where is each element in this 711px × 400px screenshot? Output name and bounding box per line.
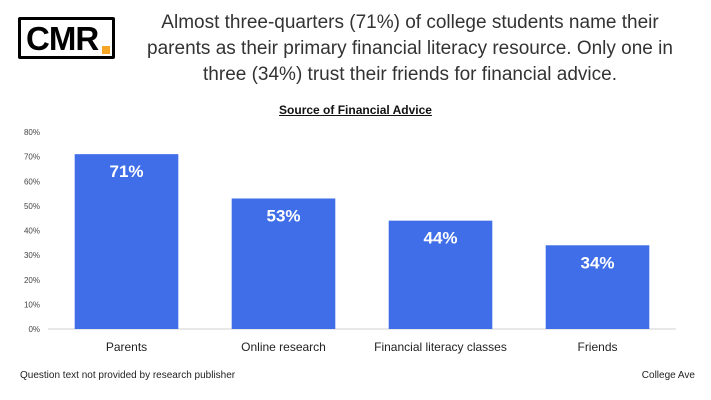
y-tick-label: 20% bbox=[24, 276, 40, 285]
y-tick-label: 80% bbox=[24, 128, 40, 137]
bar-data-label: 34% bbox=[580, 253, 614, 272]
bar-data-label: 44% bbox=[423, 229, 457, 248]
y-tick-label: 50% bbox=[24, 202, 40, 211]
y-tick-label: 40% bbox=[24, 227, 40, 236]
bar bbox=[545, 245, 650, 329]
x-tick-label: Friends bbox=[577, 340, 617, 354]
bar bbox=[388, 220, 493, 329]
bar-data-label: 71% bbox=[109, 162, 143, 181]
x-tick-label: Parents bbox=[106, 340, 147, 354]
x-tick-label: Online research bbox=[241, 340, 326, 354]
logo: CMR bbox=[18, 17, 115, 59]
logo-text: CMR bbox=[26, 20, 99, 57]
bar bbox=[231, 198, 336, 329]
chart-title: Source of Financial Advice bbox=[279, 103, 432, 117]
bar bbox=[74, 154, 179, 329]
headline: Almost three-quarters (71%) of college s… bbox=[147, 12, 673, 85]
y-tick-label: 70% bbox=[24, 153, 40, 162]
y-tick-label: 60% bbox=[24, 177, 40, 186]
y-tick-label: 10% bbox=[24, 300, 40, 309]
y-tick-label: 0% bbox=[28, 325, 40, 334]
y-tick-label: 30% bbox=[24, 251, 40, 260]
bar-data-label: 53% bbox=[266, 206, 300, 225]
source-label: College Ave bbox=[641, 370, 695, 381]
footnote: Question text not provided by research p… bbox=[20, 370, 236, 381]
logo-accent-dot bbox=[102, 46, 110, 54]
x-tick-label: Financial literacy classes bbox=[374, 340, 507, 354]
